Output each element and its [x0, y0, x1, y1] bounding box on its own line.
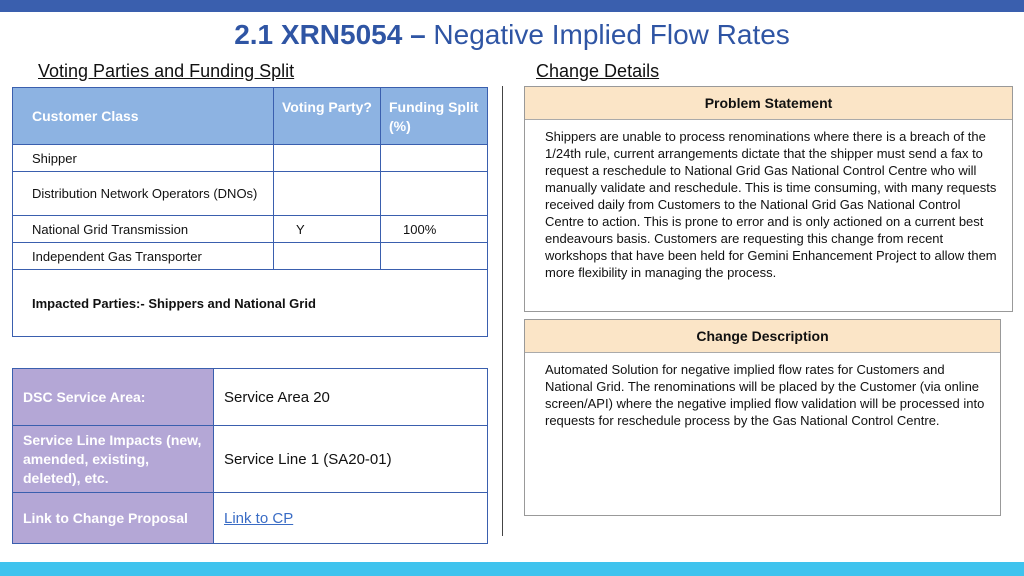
page-title: 2.1 XRN5054 – Negative Implied Flow Rate… [0, 18, 1024, 52]
header-funding-split: Funding Split (%) [389, 99, 479, 134]
header-customer-class: Customer Class [13, 88, 274, 144]
funding-split-cell: 100% [403, 221, 437, 237]
change-proposal-value: Link to CP [214, 493, 487, 543]
top-accent-bar [0, 0, 1024, 12]
service-line-value: Service Line 1 (SA20-01) [224, 450, 392, 468]
service-line-row: Service Line Impacts (new, amended, exis… [13, 426, 487, 493]
dsc-table: DSC Service Area: Service Area 20 Servic… [12, 368, 488, 544]
customer-class-cell: Independent Gas Transporter [13, 243, 274, 269]
voting-table: Customer Class Voting Party? Funding Spl… [12, 87, 488, 337]
voting-section-heading: Voting Parties and Funding Split [38, 61, 295, 81]
link-to-cp[interactable]: Link to CP [224, 509, 294, 527]
problem-statement-box: Problem Statement Shippers are unable to… [524, 86, 1013, 312]
customer-class-cell: Distribution Network Operators (DNOs) [13, 172, 274, 215]
impacted-parties-row: Impacted Parties:- Shippers and National… [13, 270, 487, 336]
funding-split-cell [381, 145, 487, 171]
customer-class-cell: Shipper [13, 145, 274, 171]
problem-statement-text: Shippers are unable to process renominat… [545, 129, 997, 280]
voting-party-cell: Y [274, 216, 381, 242]
customer-class-cell: National Grid Transmission [13, 216, 274, 242]
change-description-text: Automated Solution for negative implied … [545, 362, 985, 428]
change-details-heading: Change Details [536, 61, 660, 81]
service-line-label: Service Line Impacts (new, amended, exis… [13, 426, 214, 492]
service-area-row: DSC Service Area: Service Area 20 [13, 369, 487, 426]
funding-split-cell [381, 243, 487, 269]
change-proposal-label: Link to Change Proposal [13, 493, 214, 543]
change-description-box: Change Description Automated Solution fo… [524, 319, 1001, 516]
voting-party-cell [274, 243, 381, 269]
voting-party-cell [274, 172, 381, 215]
service-area-value: Service Area 20 [224, 388, 330, 406]
vertical-divider [502, 86, 503, 536]
title-text: Negative Implied Flow Rates [425, 19, 790, 50]
service-area-label: DSC Service Area: [13, 369, 214, 425]
table-row: Distribution Network Operators (DNOs) [13, 172, 487, 216]
voting-table-header: Customer Class Voting Party? Funding Spl… [13, 88, 487, 145]
bottom-accent-bar [0, 562, 1024, 576]
impacted-parties-text: Impacted Parties:- Shippers and National… [32, 295, 316, 311]
header-voting-party: Voting Party? [274, 88, 381, 144]
table-row: Independent Gas Transporter [13, 243, 487, 270]
change-proposal-row: Link to Change Proposal Link to CP [13, 493, 487, 543]
change-description-title: Change Description [525, 320, 1000, 353]
voting-party-cell [274, 145, 381, 171]
title-code: 2.1 XRN5054 – [234, 19, 426, 50]
problem-statement-title: Problem Statement [525, 87, 1012, 120]
funding-split-cell [381, 172, 487, 215]
table-row: Shipper [13, 145, 487, 172]
table-row: National Grid Transmission Y 100% [13, 216, 487, 243]
